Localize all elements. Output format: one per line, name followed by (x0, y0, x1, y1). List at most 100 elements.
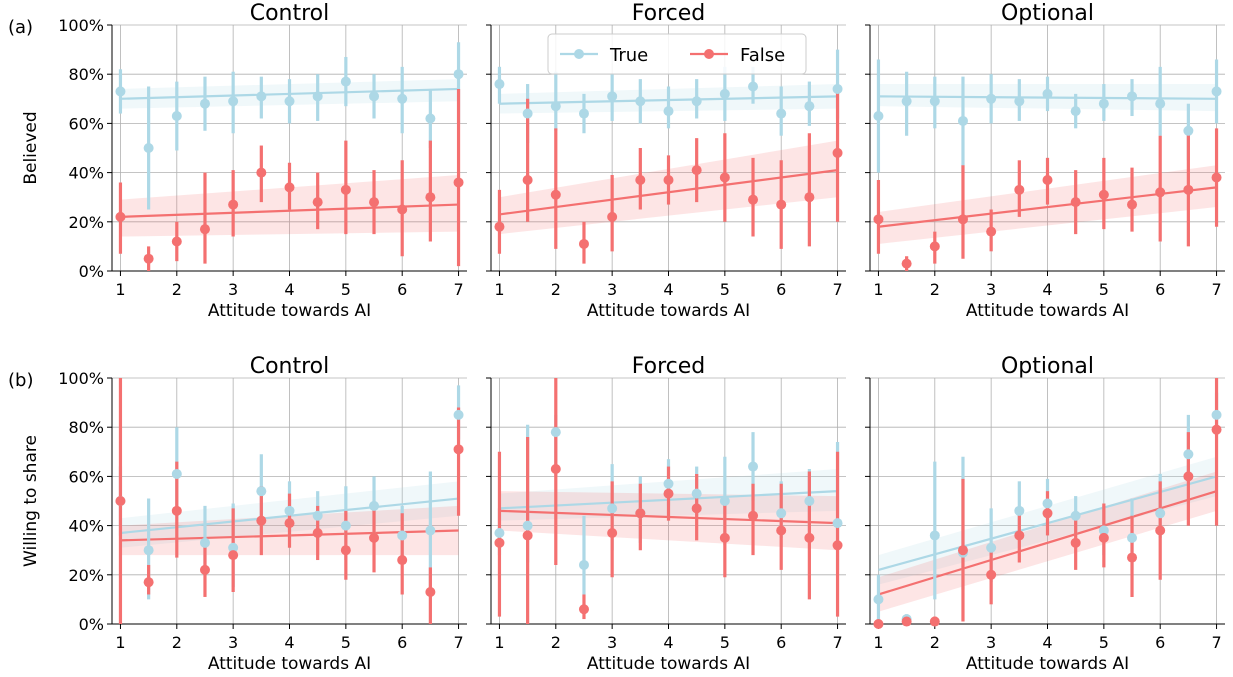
data-point-false (199, 564, 210, 575)
data-point-false (719, 172, 730, 183)
legend-label: True (609, 45, 648, 66)
x-tick-label: 3 (607, 633, 617, 652)
data-point-false (748, 510, 759, 521)
x-tick-label: 7 (832, 280, 842, 299)
data-point-false (748, 194, 759, 205)
data-point-false (804, 192, 815, 203)
x-tick-label: 3 (986, 633, 996, 652)
data-point-true (776, 508, 787, 519)
x-tick-label: 7 (1211, 633, 1221, 652)
panel-title: Control (250, 1, 330, 26)
data-point-true (804, 101, 815, 112)
x-tick-label: 2 (930, 633, 940, 652)
x-tick-label: 7 (832, 633, 842, 652)
data-point-false (804, 532, 815, 543)
x-tick-label: 6 (397, 633, 407, 652)
y-tick-label: 40% (68, 164, 104, 183)
x-tick-label: 2 (172, 633, 182, 652)
data-point-true (453, 409, 464, 420)
data-point-false (522, 174, 533, 185)
data-point-false (1098, 532, 1109, 543)
x-tick-label: 1 (494, 633, 504, 652)
panel-believed-optional: 1 2 3 4 5 6 7 Optional Attitude towards AI (865, 1, 1225, 321)
panel-title: Optional (1001, 354, 1094, 379)
data-point-false (1070, 537, 1081, 548)
data-point-false (284, 518, 295, 529)
x-tick-label: 5 (341, 280, 351, 299)
data-point-true (748, 461, 759, 472)
data-point-false (312, 197, 323, 208)
data-point-true (1183, 449, 1194, 460)
x-tick-label: 6 (776, 633, 786, 652)
data-point-true (199, 98, 210, 109)
data-point-true (312, 91, 323, 102)
data-point-false (957, 214, 968, 225)
data-point-false (1183, 184, 1194, 195)
data-point-true (748, 81, 759, 92)
data-point-true (143, 143, 154, 153)
data-point-true (340, 520, 351, 531)
data-point-false (550, 189, 561, 200)
data-point-false (663, 174, 674, 185)
data-point-true (228, 542, 239, 553)
data-point-false (1014, 184, 1025, 195)
y-axis-label: Willing to share (21, 435, 41, 567)
data-point-false (340, 545, 351, 556)
data-point-true (369, 500, 380, 511)
data-point-true (663, 478, 674, 489)
data-point-false (143, 577, 154, 588)
legend-entry-false: False (690, 45, 785, 66)
data-point-false (1098, 189, 1109, 200)
data-point-false (115, 496, 126, 506)
data-point-true (719, 496, 730, 506)
data-point-false (284, 182, 295, 193)
data-point-true (284, 96, 295, 107)
data-point-false (369, 532, 380, 543)
data-point-true (929, 96, 940, 107)
panel-believed-control: 1 2 3 4 5 6 7 0% 20% 40% 60% 80% 100% Control Attitude… (21, 1, 467, 321)
x-tick-label: 1 (873, 633, 883, 652)
data-point-true (929, 530, 940, 541)
x-tick-label: 7 (1211, 280, 1221, 299)
data-point-false (635, 174, 646, 185)
y-tick-label: 80% (68, 65, 104, 84)
x-tick-label: 5 (341, 633, 351, 652)
data-point-true (719, 88, 730, 99)
data-point-false (873, 214, 884, 225)
data-point-false (453, 177, 464, 188)
data-point-false (578, 604, 589, 615)
legend-entry-true: True (560, 45, 648, 66)
data-point-true (425, 113, 436, 124)
panel-title: Optional (1001, 1, 1094, 26)
y-tick-label: 0% (79, 262, 104, 281)
data-point-true (550, 427, 561, 438)
panel-believed-forced: 1 2 3 4 5 6 7 Forced Attitude towards AI (486, 1, 846, 321)
data-point-true (522, 108, 533, 119)
data-point-true (1127, 532, 1138, 543)
panel-share-forced: 1 2 3 4 5 6 7 Forced Attitude towards AI (486, 354, 846, 674)
data-point-false (425, 192, 436, 203)
data-point-false (228, 199, 239, 210)
data-point-true (397, 530, 408, 541)
data-point-true (1070, 106, 1081, 117)
data-point-true (1211, 409, 1222, 420)
x-tick-label: 1 (873, 280, 883, 299)
data-point-false (776, 199, 787, 210)
x-tick-label: 2 (930, 280, 940, 299)
x-tick-label: 6 (776, 280, 786, 299)
data-point-true (1042, 498, 1053, 509)
x-tick-label: 3 (607, 280, 617, 299)
row-label-b: (b) (8, 370, 33, 391)
data-point-true (635, 96, 646, 107)
data-point-false (256, 515, 267, 526)
data-point-true (776, 108, 787, 119)
data-point-false (143, 253, 154, 264)
data-point-true (494, 79, 505, 90)
data-point-false (1014, 530, 1025, 541)
legend-label: False (740, 45, 785, 66)
data-point-false (957, 545, 968, 556)
y-tick-label: 20% (68, 213, 104, 232)
x-tick-label: 1 (115, 633, 125, 652)
x-tick-label: 5 (720, 633, 730, 652)
